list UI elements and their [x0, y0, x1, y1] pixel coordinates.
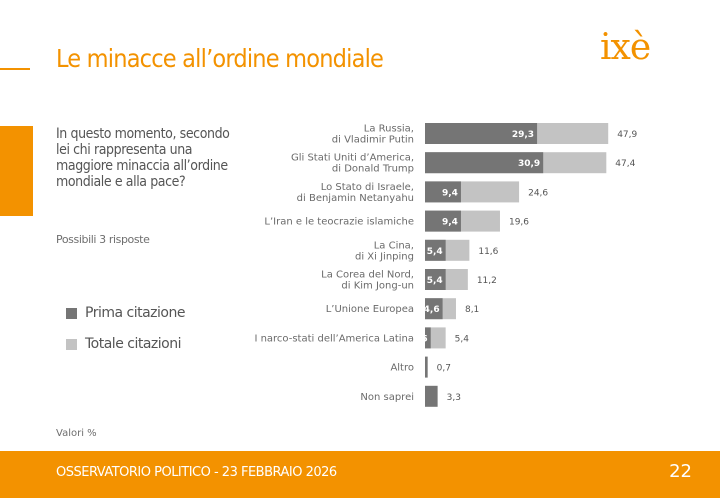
- category-label: L’Unione Europea: [326, 304, 414, 315]
- category-label: La Russia, di Vladimir Putin: [332, 124, 414, 146]
- bar-first: [425, 239, 446, 261]
- bar-first-label: 9,4: [442, 218, 458, 228]
- footer-text: OSSERVATORIO POLITICO - 23 FEBBRAIO 2026: [56, 465, 337, 480]
- legend-item-total: Totale citazioni: [66, 333, 185, 355]
- bar-total: [425, 356, 428, 378]
- bar-first: [425, 327, 431, 349]
- category-label-line: L’Unione Europea: [326, 304, 414, 315]
- category-label: Altro: [390, 363, 414, 374]
- bar-first: [425, 181, 461, 203]
- legend-swatch-first: [66, 307, 77, 319]
- bar-total-label: 3,3: [447, 393, 461, 403]
- category-label-line: Non saprei: [360, 392, 414, 403]
- ixe-logo: ixè: [600, 26, 664, 70]
- legend-label-total: Totale citazioni: [85, 336, 181, 352]
- category-label-line: La Cina,: [374, 240, 414, 251]
- bar-total: [425, 385, 438, 407]
- bar-first-label: 4,6: [424, 305, 440, 315]
- bar-total-label: 8,1: [465, 305, 479, 315]
- category-label-line: di Xi Jinping: [355, 251, 414, 262]
- bar-total-label: 19,6: [509, 218, 529, 228]
- category-label-line: di Benjamin Netanyahu: [297, 193, 414, 204]
- legend-label-first: Prima citazione: [85, 305, 185, 321]
- page-number: 22: [669, 461, 692, 482]
- chart-legend: Prima citazione Totale citazioni: [66, 302, 185, 364]
- category-label-line: di Kim Jong-un: [341, 281, 414, 292]
- bar-first-label: 1,5: [412, 334, 428, 344]
- bar-chart: La Russia, di Vladimir Putin 29,3 47,9 Gli S…: [254, 123, 638, 407]
- category-label-line: Gli Stati Uniti d’America,: [291, 153, 414, 164]
- category-label: L’Iran e le teocrazie islamiche: [264, 217, 414, 228]
- category-label-line: L’Iran e le teocrazie islamiche: [264, 217, 414, 228]
- survey-question: In questo momento, secondo lei chi rappr…: [56, 126, 230, 190]
- bar-first: [425, 152, 544, 174]
- bar-total-label: 11,6: [478, 247, 498, 257]
- category-label: Gli Stati Uniti d’America, di Donald Trum…: [291, 153, 414, 175]
- legend-item-first: Prima citazione: [66, 302, 185, 324]
- legend-swatch-total: [66, 338, 77, 350]
- category-label-line: di Donald Trump: [332, 164, 414, 175]
- category-label: Non saprei: [360, 392, 414, 403]
- category-label: La Corea del Nord, di Kim Jong-un: [321, 270, 414, 292]
- bar-first-label: 5,4: [427, 276, 443, 286]
- footer-bar: OSSERVATORIO POLITICO - 23 FEBBRAIO 2026…: [0, 451, 720, 498]
- bar-first: [425, 210, 461, 232]
- bar-first: [425, 298, 443, 320]
- bar-total-label: 47,4: [615, 159, 635, 169]
- category-label: Lo Stato di Israele, di Benjamin Netanyah…: [297, 182, 414, 204]
- category-label-line: La Russia,: [364, 124, 414, 135]
- bar-total-label: 0,7: [437, 364, 451, 374]
- logo-text: ixè: [600, 27, 651, 68]
- bar-total-label: 24,6: [528, 188, 548, 198]
- bar-first-label: 30,9: [518, 159, 540, 169]
- category-label-line: I narco-stati dell’America Latina: [254, 333, 414, 344]
- page-title: Le minacce all’ordine mondiale: [56, 44, 384, 73]
- title-underline: [0, 68, 30, 70]
- category-label: I narco-stati dell’America Latina: [254, 333, 414, 344]
- category-label-line: Altro: [390, 363, 414, 374]
- bar-first-label: 9,4: [442, 188, 458, 198]
- bar-total-label: 47,9: [617, 130, 637, 140]
- bar-first: [425, 269, 446, 290]
- bar-total-label: 5,4: [455, 334, 470, 344]
- accent-block: [0, 126, 33, 216]
- category-label-line: Lo Stato di Israele,: [321, 182, 414, 193]
- bar-first-label: 29,3: [512, 130, 534, 140]
- bar-total-label: 11,2: [477, 276, 497, 286]
- bar-first: [425, 123, 538, 144]
- answers-note: Possibili 3 risposte: [56, 233, 150, 246]
- bar-first-label: 5,4: [427, 247, 443, 257]
- units-note: Valori %: [56, 428, 97, 439]
- category-label-line: di Vladimir Putin: [332, 135, 414, 146]
- category-label-line: La Corea del Nord,: [321, 270, 414, 281]
- category-label: La Cina, di Xi Jinping: [355, 240, 414, 262]
